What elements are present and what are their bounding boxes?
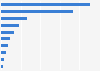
Bar — [1, 3, 90, 6]
Bar — [1, 31, 14, 34]
Bar — [1, 17, 27, 20]
Bar — [1, 51, 6, 54]
Bar — [1, 37, 10, 40]
Bar — [1, 65, 3, 68]
Bar — [1, 10, 73, 13]
Bar — [1, 44, 8, 47]
Bar — [1, 24, 19, 27]
Bar — [1, 58, 4, 61]
